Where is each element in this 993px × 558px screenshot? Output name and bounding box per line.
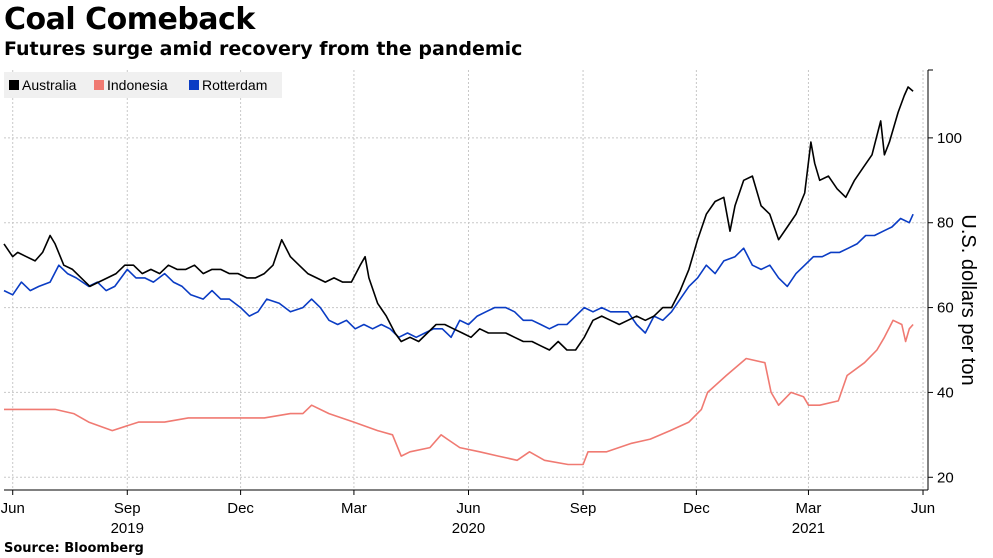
x-year-label: 2020 bbox=[452, 520, 485, 537]
legend-background bbox=[4, 72, 282, 98]
x-year-label: 2021 bbox=[792, 520, 825, 537]
axes: 20 40 60 80 100 Jun Sep Dec Mar Jun Sep Dec Mar Jun 20… bbox=[1, 69, 962, 537]
x-tick-label: Mar bbox=[341, 500, 367, 517]
y-tick-label: 60 bbox=[937, 300, 954, 317]
x-tick-label: Jun bbox=[456, 500, 480, 517]
x-tick-label: Mar bbox=[796, 500, 822, 517]
chart-subtitle: Futures surge amid recovery from the pan… bbox=[4, 38, 523, 60]
legend-label: Rotterdam bbox=[202, 77, 267, 93]
y-tick-label: 40 bbox=[937, 384, 954, 401]
legend-label: Indonesia bbox=[107, 77, 168, 93]
x-tick-label: Dec bbox=[683, 500, 710, 517]
y-axis-label: U.S. dollars per ton bbox=[957, 214, 979, 385]
legend-label: Australia bbox=[22, 77, 77, 93]
series-line-australia bbox=[3, 86, 914, 351]
x-tick-label: Jun bbox=[911, 500, 935, 517]
x-year-label: 2019 bbox=[111, 520, 144, 537]
legend-swatch bbox=[94, 80, 104, 90]
legend-swatch bbox=[189, 80, 199, 90]
x-tick-label: Jun bbox=[1, 500, 25, 517]
y-tick-label: 20 bbox=[937, 469, 954, 486]
y-tick-label: 100 bbox=[937, 130, 962, 147]
legend: Australia Indonesia Rotterdam bbox=[4, 72, 282, 98]
y-tick-label: 80 bbox=[937, 215, 954, 232]
x-tick-label: Sep bbox=[114, 500, 141, 517]
series-lines bbox=[3, 86, 914, 466]
x-tick-label: Sep bbox=[570, 500, 597, 517]
gridlines bbox=[4, 70, 928, 490]
series-line-rotterdam bbox=[3, 213, 914, 339]
chart-title: Coal Comeback bbox=[4, 2, 255, 37]
source-note: Source: Bloomberg bbox=[4, 541, 144, 556]
legend-swatch bbox=[9, 80, 19, 90]
x-tick-label: Dec bbox=[227, 500, 254, 517]
series-line-indonesia bbox=[4, 319, 914, 466]
